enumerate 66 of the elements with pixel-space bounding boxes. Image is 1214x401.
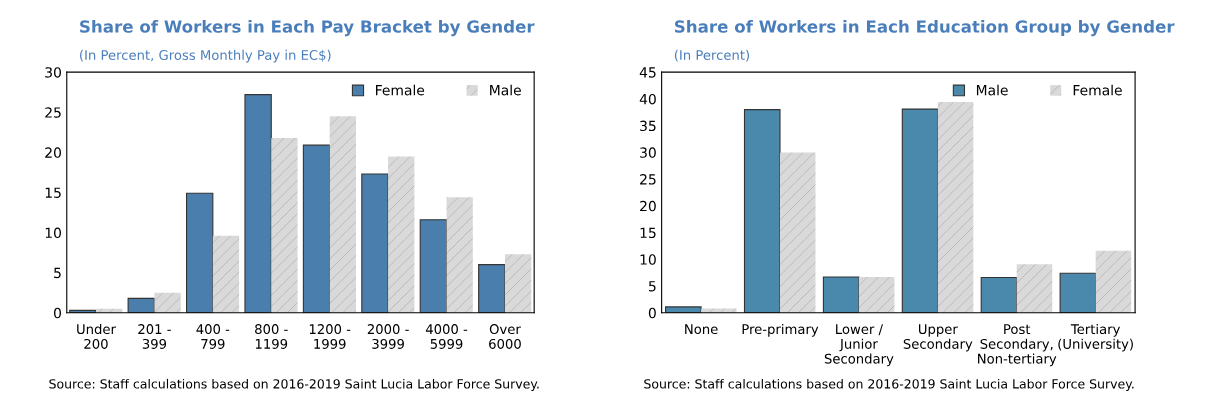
bar [361, 173, 389, 313]
y-tick-label: 20 [45, 147, 61, 158]
bar [329, 116, 356, 313]
x-tick-label: 2000 - 3999 [367, 324, 409, 349]
bar [1059, 272, 1097, 313]
bar [446, 197, 473, 313]
x-tick-label: 4000 - 5999 [425, 324, 468, 349]
bar [212, 235, 240, 313]
bar [901, 108, 939, 313]
y-tick-label: 20 [640, 200, 656, 212]
y-tick-label: 5 [649, 281, 656, 292]
y-tick-label: 25 [45, 107, 61, 118]
legend-label: Female [1073, 84, 1122, 96]
x-tick-label: Over 6000 [489, 324, 521, 349]
y-tick-label: 0 [648, 307, 656, 319]
x-tick-label: 201 - 399 [138, 324, 171, 349]
bar [388, 156, 415, 313]
bar [743, 109, 781, 313]
y-tick-label: 35 [640, 120, 656, 132]
x-tick-label: Post Secondary, Non-tertiary [978, 324, 1057, 367]
chart-subtitle: (In Percent) [674, 49, 750, 62]
bar [419, 219, 448, 313]
bar [1095, 250, 1132, 313]
chart-subtitle: (In Percent, Gross Monthly Pay in EC$) [80, 49, 331, 63]
bar [980, 276, 1018, 313]
y-tick-label: 15 [640, 227, 656, 239]
y-tick-label: 5 [54, 267, 61, 279]
legend-label: Male [490, 84, 521, 96]
legend-label: Female [376, 84, 425, 96]
bar [185, 192, 214, 313]
bar [271, 137, 298, 313]
y-tick-label: 45 [639, 67, 656, 78]
x-tick-label: 1200 - 1999 [309, 324, 351, 349]
y-tick-label: 0 [53, 307, 61, 319]
x-tick-label: Tertiary (University) [1058, 323, 1133, 352]
y-tick-label: 40 [639, 93, 656, 105]
x-tick-label: Lower / Junior Secondary [824, 324, 894, 367]
bar [822, 276, 860, 313]
bar [244, 94, 272, 313]
x-tick-label: 400 - 799 [196, 324, 230, 349]
source-note: Source: Staff calculations based on 2016-2019 Saint Lucia Labor Force Survey. [644, 378, 1134, 392]
bar [478, 264, 506, 313]
bar [127, 297, 155, 313]
y-tick-label: 15 [45, 187, 61, 198]
legend-label: Male [976, 84, 1008, 96]
y-tick-label: 10 [45, 227, 61, 239]
bar [504, 254, 532, 313]
bar [858, 276, 895, 313]
y-tick-label: 25 [640, 174, 656, 185]
y-tick-label: 10 [640, 254, 656, 265]
x-tick-label: Under 200 [77, 323, 116, 349]
y-tick-label: 30 [45, 67, 61, 78]
source-note: Source: Staff calculations based on 2016-2019 Saint Lucia Labor Force Survey. [49, 378, 539, 392]
x-tick-label: Upper Secondary [903, 324, 973, 352]
x-tick-label: 800 - 1199 [255, 324, 288, 349]
bar [1016, 264, 1053, 313]
x-tick-label: Pre-primary [742, 323, 819, 337]
chart-title: Share of Workers in Each Pay Bracket by Gender [80, 19, 535, 37]
bar [937, 102, 974, 313]
bar [665, 306, 702, 313]
x-tick-label: None [685, 324, 718, 335]
bar [154, 292, 181, 313]
bar [779, 152, 816, 313]
chart-title: Share of Workers in Each Education Group by Gender [674, 19, 1175, 37]
bar [302, 144, 331, 313]
y-tick-label: 30 [640, 147, 656, 158]
